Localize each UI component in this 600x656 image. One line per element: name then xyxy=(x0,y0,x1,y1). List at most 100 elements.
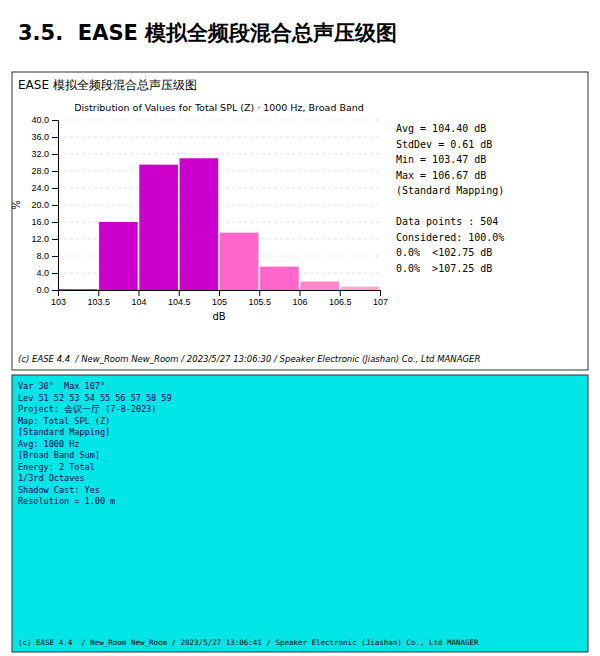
grid-line xyxy=(58,154,380,155)
x-tick-mark xyxy=(219,290,220,296)
y-tick: 36.0 xyxy=(31,132,58,142)
x-tick: 104 xyxy=(131,290,146,307)
y-tick-mark xyxy=(52,256,58,257)
stats-text-line: 0.0% <102.75 dB xyxy=(396,247,492,258)
info-text: Var 30° Max 107° Lev 51 52 53 54 55 56 57… xyxy=(18,381,172,506)
x-tick-label: 103.5 xyxy=(87,297,110,307)
y-tick-mark xyxy=(52,137,58,138)
y-tick: 4.0 xyxy=(36,268,58,278)
grid xyxy=(58,120,380,290)
panel-label: EASE 模拟全频段混合总声压级图 xyxy=(18,78,197,92)
info-text-line: Resolution = 1.00 m xyxy=(18,496,115,506)
x-tick-label: 106.5 xyxy=(329,297,352,307)
footer-text: (c) EASE 4.4 / New_Room New_Room / 2023/… xyxy=(18,354,480,364)
stats-text-line: StdDev = 0.61 dB xyxy=(396,139,492,150)
y-tick: 28.0 xyxy=(31,166,58,176)
x-tick: 107 xyxy=(373,290,388,307)
y-tick: 8.0 xyxy=(36,251,58,261)
bar xyxy=(139,165,178,290)
y-tick-label: 4.0 xyxy=(36,268,49,278)
y-tick-mark xyxy=(52,188,58,189)
y-axis-label: % xyxy=(11,200,22,210)
y-tick-mark xyxy=(52,273,58,274)
stats-text-line: 0.0% >107.25 dB xyxy=(396,263,492,274)
info-text-line: Shadow Cast: Yes xyxy=(18,485,100,495)
info-text-line: Var 30° Max 107° xyxy=(18,381,105,391)
x-tick: 105 xyxy=(212,290,227,307)
subtitle: Distribution of Values for Total SPL (Z)… xyxy=(74,102,364,113)
y-axis: 0.0 4.0 8.0 12.0 16.0 20.0 24.0 28.0 32.0 36.0 40.… xyxy=(31,115,58,295)
y-tick: 0.0 xyxy=(36,285,58,295)
bar xyxy=(180,158,219,290)
bar xyxy=(99,222,138,290)
y-tick-label: 32.0 xyxy=(31,149,49,159)
bar xyxy=(260,267,299,290)
grid-line xyxy=(58,205,380,206)
bar xyxy=(341,287,380,290)
stats-text-line: Min = 103.47 dB xyxy=(396,154,486,165)
y-tick: 32.0 xyxy=(31,149,58,159)
stats-text-line: Max = 106.67 dB xyxy=(396,170,486,181)
y-tick-label: 24.0 xyxy=(31,183,49,193)
x-tick-label: 106 xyxy=(292,297,307,307)
x-tick-mark xyxy=(139,290,140,296)
y-tick-label: 12.0 xyxy=(31,234,49,244)
x-tick: 103 xyxy=(51,290,66,307)
x-tick-label: 103 xyxy=(51,297,66,307)
y-tick-mark xyxy=(52,120,58,121)
x-axis: 103 103.5 104 104.5 105 105.5 106 106.5 107 xyxy=(51,290,388,307)
bars xyxy=(59,158,379,290)
x-tick-label: 107 xyxy=(373,297,388,307)
y-tick-mark xyxy=(52,171,58,172)
grid-line xyxy=(58,137,380,138)
x-tick-mark xyxy=(340,290,341,296)
x-tick: 106.5 xyxy=(329,290,352,307)
x-tick: 103.5 xyxy=(87,290,110,307)
lower-panel xyxy=(12,375,588,652)
bar xyxy=(300,282,339,291)
stats-text: Avg = 104.40 dB StdDev = 0.61 dB Min = 103… xyxy=(396,123,504,274)
x-tick-mark xyxy=(259,290,260,296)
x-tick-label: 105.5 xyxy=(248,297,271,307)
y-tick: 40.0 xyxy=(31,115,58,125)
x-tick-label: 104.5 xyxy=(168,297,191,307)
y-tick-label: 0.0 xyxy=(36,285,49,295)
grid-line xyxy=(58,171,380,172)
panel xyxy=(12,72,588,370)
y-tick-label: 20.0 xyxy=(31,200,49,210)
info-text-line: Lev 51 52 53 54 55 56 57 58 59 xyxy=(18,393,172,403)
x-tick: 105.5 xyxy=(248,290,271,307)
bar xyxy=(220,233,259,290)
y-tick-mark xyxy=(52,239,58,240)
bar xyxy=(59,289,98,290)
x-tick-label: 105 xyxy=(212,297,227,307)
grid-line xyxy=(58,120,380,121)
x-tick: 106 xyxy=(292,290,307,307)
x-tick: 104.5 xyxy=(168,290,191,307)
y-tick-mark xyxy=(52,290,58,291)
info-text-line: [Broad Band Sum] xyxy=(18,450,100,460)
y-tick-label: 28.0 xyxy=(31,166,49,176)
y-tick-mark xyxy=(52,205,58,206)
x-tick-mark xyxy=(300,290,301,296)
info-text-line: Project: 会议一厅 (7-8-2023) xyxy=(18,404,156,414)
x-axis-line xyxy=(59,291,381,297)
stats-text-line: (Standard Mapping) xyxy=(396,185,504,196)
info-text-line: Avg: 1000 Hz xyxy=(18,439,79,449)
stats-text-line: Avg = 104.40 dB xyxy=(396,123,486,134)
y-tick-mark xyxy=(52,222,58,223)
info-text-line: Energy: 2 Total xyxy=(18,462,95,472)
x-tick-label: 104 xyxy=(131,297,146,307)
y-tick-label: 40.0 xyxy=(31,115,49,125)
chart: 3.5. EASE 模拟全频段混合总声压级图EASE 模拟全频段混合总声压级图1… xyxy=(0,0,600,656)
grid-line xyxy=(58,188,380,189)
footer-text-line: (c) EASE 4.4 / New_Room New_Room / 2023/… xyxy=(18,354,480,364)
y-tick-mark xyxy=(52,154,58,155)
y-axis-line xyxy=(52,121,59,291)
x-tick-mark xyxy=(98,290,99,296)
y-tick-label: 36.0 xyxy=(31,132,49,142)
info-text-line: Map: Total SPL (Z) xyxy=(18,416,110,426)
stats-text-line: Considered: 100.0% xyxy=(396,232,504,243)
x-axis-label: dB xyxy=(212,311,225,322)
y-tick-label: 16.0 xyxy=(31,217,49,227)
